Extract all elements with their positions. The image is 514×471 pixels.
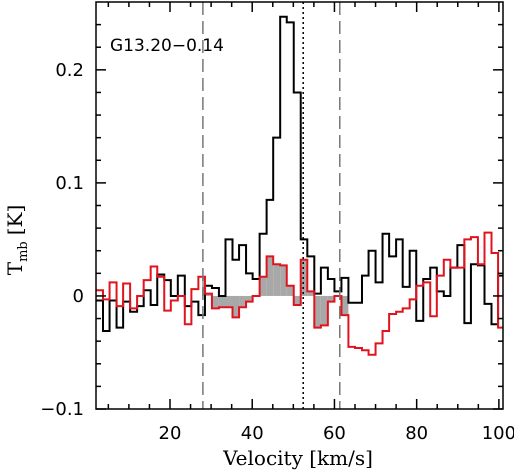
fill-segment [232, 295, 240, 318]
fill-segment [293, 295, 301, 305]
y-tick-label: 0 [73, 286, 84, 307]
fill-segment [266, 256, 274, 296]
x-tick-label: 20 [159, 423, 182, 444]
fill-segment [225, 295, 233, 308]
source-annotation: G13.20−0.14 [110, 36, 224, 56]
fill-segment [204, 293, 212, 296]
x-tick-label: 60 [323, 423, 346, 444]
x-axis-title: Velocity [km/s] [222, 446, 373, 470]
svg-text:Tmb[K]: Tmb [K] [3, 205, 31, 276]
plot-frame [95, 1, 504, 410]
series-2-histogram [96, 231, 503, 356]
velocity-markers [202, 2, 341, 409]
x-tick-label: 80 [405, 423, 428, 444]
fill-segment [211, 295, 219, 309]
fill-segment [320, 295, 328, 326]
y-axis-title-unit: [K] [3, 205, 27, 236]
y-tick-label: −0.1 [40, 399, 84, 420]
absorption-fill [202, 256, 349, 328]
y-axis-title-main: T [3, 261, 27, 275]
fill-segment [341, 295, 349, 316]
fill-segment [314, 295, 321, 328]
y-tick-label: 0.2 [55, 60, 84, 81]
fill-segment [286, 285, 294, 296]
fill-segment [280, 265, 287, 296]
fill-segment [202, 276, 205, 296]
fill-segment [246, 295, 253, 302]
fill-segment [307, 291, 315, 296]
fill-segment [218, 295, 226, 308]
y-ticks: −0.1 0 0.1 0.2 [40, 23, 503, 420]
y-axis-title: Tmb [K] [3, 205, 31, 276]
fill-segment [273, 264, 281, 296]
x-tick-label: 40 [241, 423, 264, 444]
y-tick-label: 0.1 [55, 173, 84, 194]
fill-segment [239, 295, 247, 308]
fill-segment [300, 259, 308, 296]
x-tick-label: 100 [482, 423, 514, 444]
series-1-histogram [96, 15, 503, 332]
series-group [96, 15, 503, 356]
fill-segment [259, 276, 267, 296]
x-ticks: 20 40 60 80 100 [107, 2, 514, 444]
y-axis-title-sub: mb [16, 241, 31, 262]
fill-segment [327, 295, 335, 302]
